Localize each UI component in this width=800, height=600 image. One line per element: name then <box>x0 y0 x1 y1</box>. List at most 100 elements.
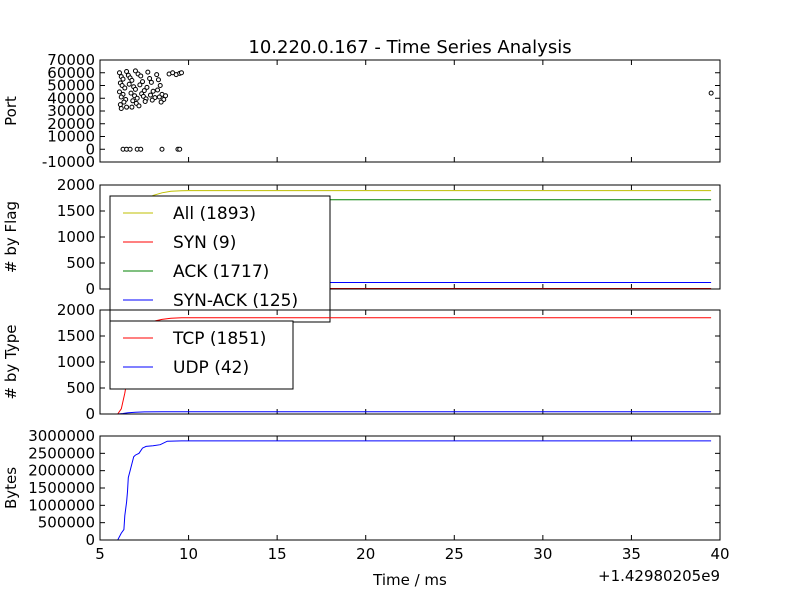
scatter-point <box>127 146 133 152</box>
scatter-point <box>147 75 153 81</box>
y-tick-label: 1500 <box>57 202 95 220</box>
y-axis-label-bytes: Bytes <box>2 467 20 509</box>
x-axis-offset-label: +1.42980205e9 <box>598 567 720 585</box>
scatter-point <box>138 73 144 79</box>
y-tick-label: 50000 <box>47 77 95 95</box>
y-tick-label: 70000 <box>47 51 95 69</box>
scatter-point <box>144 84 150 90</box>
y-tick-label: 0 <box>85 405 95 423</box>
y-tick-label: 40000 <box>47 89 95 107</box>
scatter-point <box>118 105 124 111</box>
x-tick-label: 5 <box>95 545 105 563</box>
legend-label: SYN-ACK (125) <box>173 291 298 311</box>
y-axis-label-port: Port <box>2 96 20 126</box>
scatter-point <box>163 93 169 99</box>
x-tick-label: 40 <box>710 545 729 563</box>
scatter-point <box>121 99 127 105</box>
x-axis-label: Time / ms <box>372 571 447 589</box>
legend-box <box>109 195 331 323</box>
scatter-point <box>141 88 147 94</box>
scatter-point <box>148 79 154 85</box>
scatter-point <box>155 87 161 93</box>
panel-bytes: 0500000100000015000002000000250000030000… <box>2 427 730 563</box>
panel-flags: 0 500 1000 1500 2000 # by Flag All (1893) SYN (… <box>2 176 721 323</box>
legend-label: ACK (1717) <box>173 262 269 282</box>
scatter-point <box>124 104 130 110</box>
y-tick-label: 2000 <box>57 301 95 319</box>
scatter-point <box>142 98 148 104</box>
chart-title: 10.220.0.167 - Time Series Analysis <box>248 37 571 58</box>
y-tick-label: 0 <box>85 280 95 298</box>
y-tick-label: 1000000 <box>28 496 95 514</box>
scatter-point <box>136 103 142 109</box>
scatter-point <box>147 92 153 98</box>
y-tick-label: 1000 <box>57 353 95 371</box>
y-tick-label: 60000 <box>47 64 95 82</box>
scatter-point <box>116 89 122 95</box>
x-tick-label: 35 <box>622 545 641 563</box>
scatter-point <box>159 146 165 152</box>
y-tick-label: 500 <box>66 379 95 397</box>
scatter-point <box>158 99 164 105</box>
legend-label: All (1893) <box>173 204 256 224</box>
scatter-point <box>132 86 138 92</box>
scatter-point <box>149 97 155 103</box>
y-axis-label-flags: # by Flag <box>2 201 20 273</box>
scatter-point <box>708 90 714 96</box>
scatter-point <box>120 76 126 82</box>
series-line-bytes-0 <box>117 440 712 540</box>
y-tick-label: 3000000 <box>28 427 95 445</box>
scatter-point <box>126 81 132 87</box>
legend-box <box>109 320 294 390</box>
scatter-point <box>178 70 184 76</box>
legend-label: TCP (1851) <box>172 329 266 349</box>
y-axis-label-types: # by Type <box>2 325 20 400</box>
legend-label: SYN (9) <box>173 233 236 253</box>
panel-frame <box>99 59 721 163</box>
scatter-point <box>177 146 183 152</box>
scatter-point <box>154 72 160 78</box>
x-tick-label: 20 <box>356 545 375 563</box>
y-tick-label: 20000 <box>47 115 95 133</box>
scatter-point <box>155 77 161 83</box>
panel-types: 0 500 1000 1500 2000 # by Type TCP (1851) UDP (… <box>2 301 721 423</box>
y-tick-label: 1500000 <box>28 479 95 497</box>
scatter-point <box>145 69 151 75</box>
scatter-point <box>156 94 162 100</box>
scatter-point <box>122 85 128 91</box>
scatter-point <box>129 104 135 110</box>
legend-types: TCP (1851) UDP (42) <box>109 320 294 390</box>
x-tick-label: 10 <box>179 545 198 563</box>
panel-frame <box>99 435 721 541</box>
legend-label: UDP (42) <box>173 358 249 378</box>
scatter-point <box>116 70 122 76</box>
scatter-point <box>132 68 138 74</box>
panel-frame <box>99 309 721 415</box>
scatter-point <box>124 68 130 74</box>
y-tick-label: 1000 <box>57 228 95 246</box>
y-tick-label: -10000 <box>42 153 95 171</box>
y-tick-label: 2500000 <box>28 444 95 462</box>
y-tick-label: 2000000 <box>28 462 95 480</box>
scatter-point <box>128 90 134 96</box>
y-tick-label: 10000 <box>47 128 95 146</box>
scatter-point <box>129 77 135 83</box>
y-tick-label: 2000 <box>57 176 95 194</box>
scatter-point <box>118 94 124 100</box>
y-tick-label: 0 <box>85 531 95 549</box>
scatter-point <box>157 83 163 88</box>
scatter-point <box>150 88 156 94</box>
panel-frame <box>99 184 721 290</box>
panel-port: -100000100002000030000400005000060000700… <box>2 51 721 171</box>
y-tick-label: 1500 <box>57 327 95 345</box>
scatter-point <box>130 98 136 104</box>
chart-panels: -100000100002000030000400005000060000700… <box>2 51 730 563</box>
x-tick-label: 15 <box>268 545 287 563</box>
scatter-point <box>140 79 146 85</box>
legend-flags: All (1893) SYN (9) ACK (1717) SYN-ACK (125) <box>109 195 331 323</box>
scatter-point <box>134 95 140 101</box>
y-tick-label: 500 <box>66 254 95 272</box>
x-tick-label: 30 <box>533 545 552 563</box>
y-tick-label: 30000 <box>47 102 95 120</box>
